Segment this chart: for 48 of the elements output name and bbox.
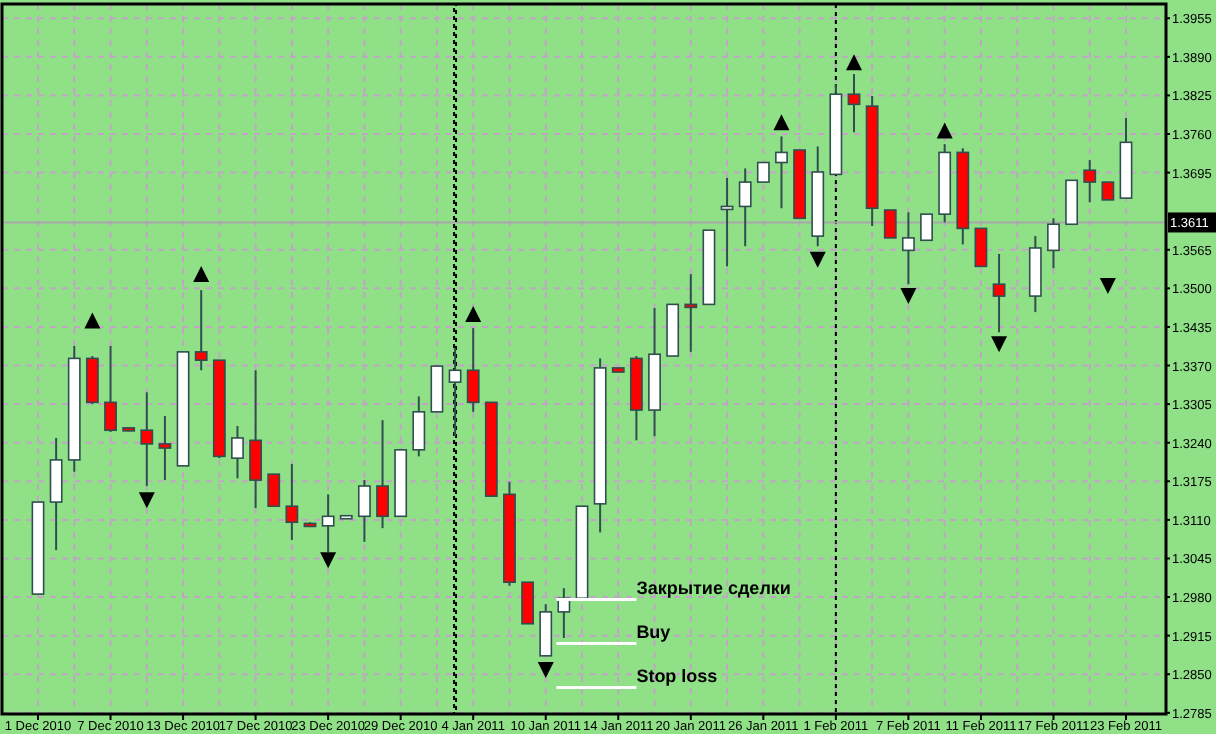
candlestick: [775, 135, 788, 210]
candlestick: [376, 419, 389, 530]
point: [320, 552, 337, 569]
candlestick: [285, 463, 299, 542]
candlestick: [412, 395, 426, 458]
point: [900, 288, 917, 305]
point: [138, 492, 155, 509]
candlestick: [920, 213, 933, 242]
candlestick: [539, 603, 553, 657]
candlestick: [684, 273, 698, 353]
candlestick: [85, 355, 99, 406]
point: [773, 114, 790, 131]
candlestick: [1083, 159, 1097, 204]
candlestick: [231, 425, 244, 480]
candlestick: [521, 581, 535, 625]
point: [84, 312, 101, 329]
point: [809, 251, 826, 268]
candlestick: [158, 414, 172, 482]
candlestick: [140, 391, 154, 488]
candlestick: [430, 365, 444, 413]
candlestick: [847, 73, 861, 134]
point: [1099, 277, 1116, 294]
candlestick: [448, 347, 462, 438]
annotation: Buy: [636, 622, 671, 642]
point: [537, 662, 554, 679]
point: [465, 305, 482, 322]
candlestick: [267, 473, 281, 508]
point: [846, 54, 862, 71]
candlestick: [104, 344, 117, 434]
candlestick: [756, 161, 770, 183]
candlestick: [321, 493, 335, 553]
candlestick: [974, 227, 988, 268]
candlestick: [466, 327, 480, 413]
annotation: Stop loss: [636, 666, 718, 686]
candlestick: [249, 369, 263, 510]
candlestick: [992, 252, 1006, 334]
candlestick: [1047, 217, 1060, 270]
annotation: Закрытие сделки: [636, 578, 791, 598]
candlestick: [357, 479, 371, 543]
candlestick: [901, 211, 915, 286]
candlestick: [1065, 179, 1079, 226]
candlestick: [194, 289, 208, 372]
candlestick: [883, 209, 897, 239]
point: [991, 336, 1008, 353]
candlestick: [738, 167, 752, 248]
point: [193, 266, 210, 283]
point: [936, 122, 953, 139]
candlestick: [49, 436, 63, 552]
